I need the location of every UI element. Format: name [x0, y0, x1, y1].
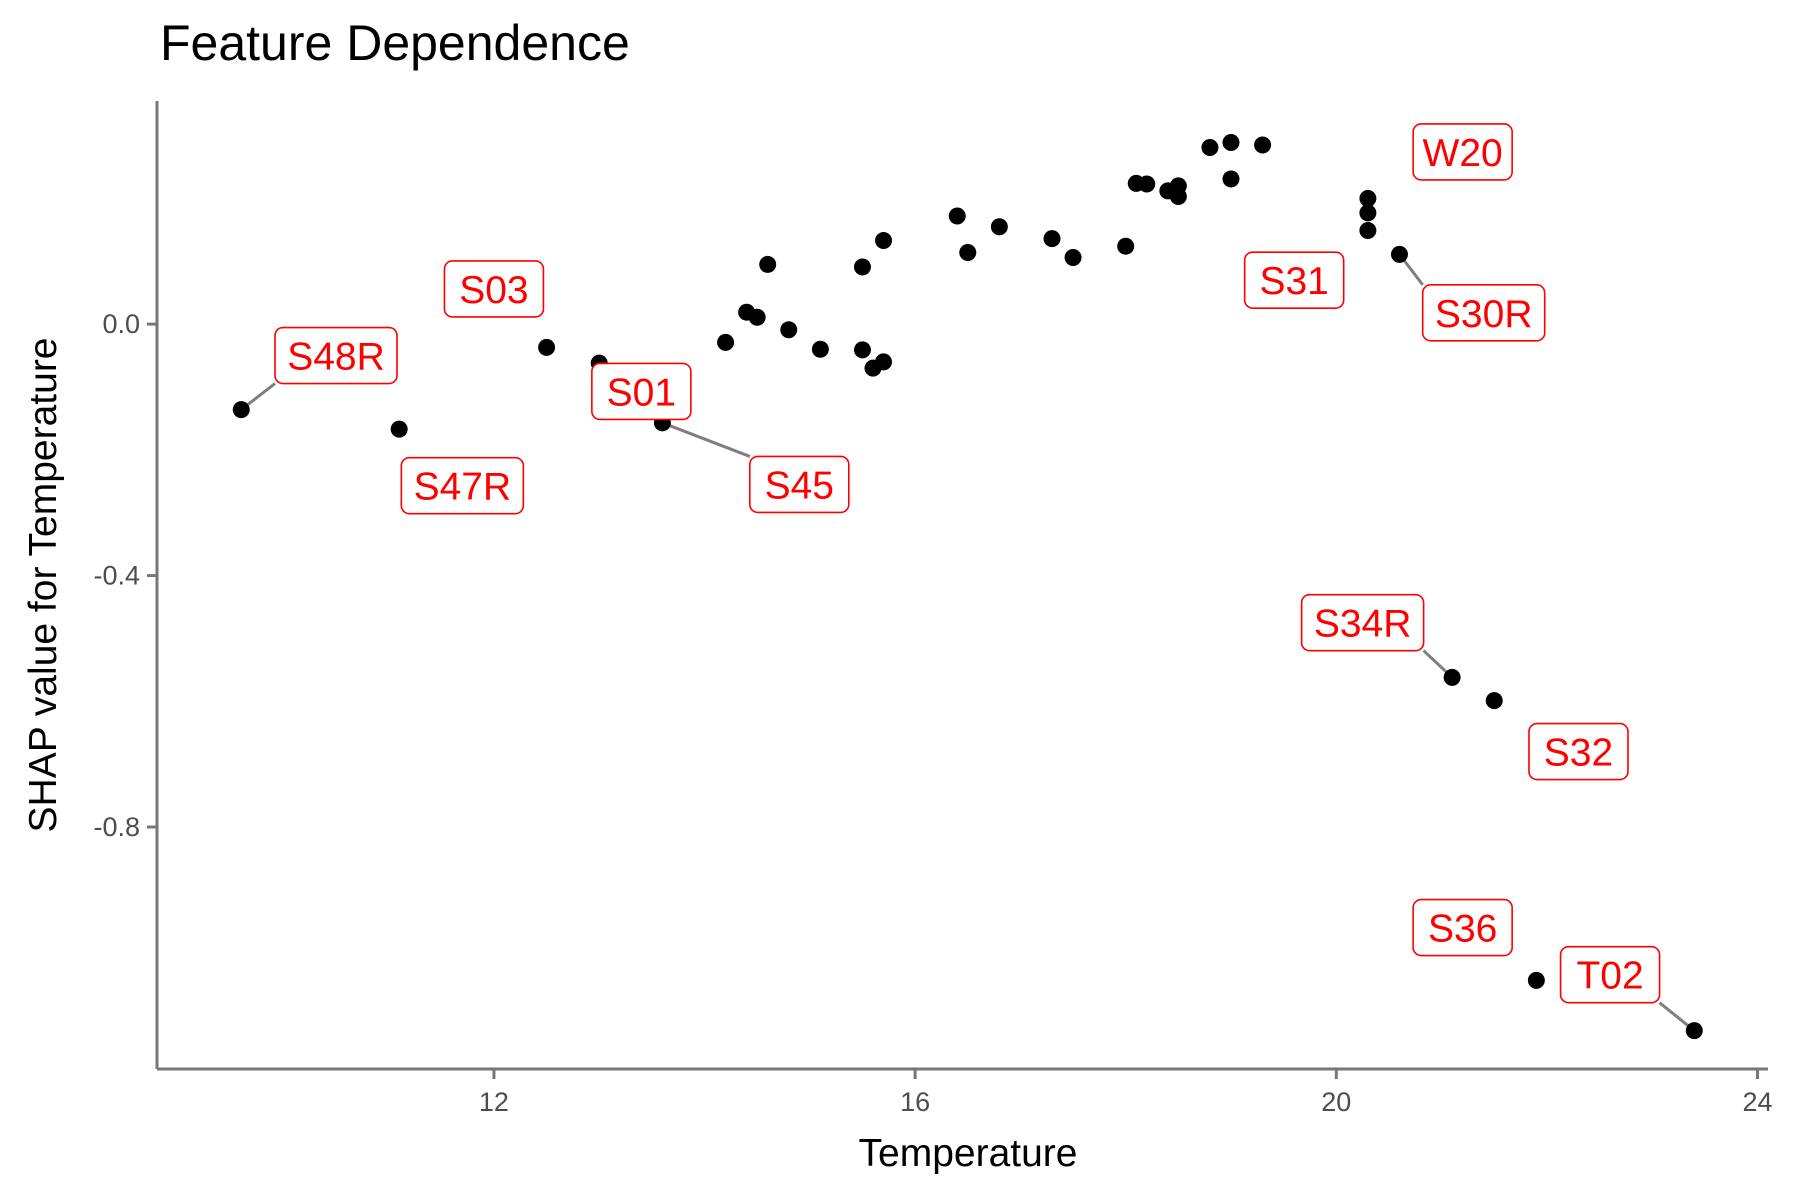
data-point	[948, 207, 966, 225]
label-box	[748, 455, 850, 514]
y-axis-title: SHAP value for Temperature	[22, 338, 65, 833]
data-point	[232, 401, 250, 419]
point-label: S36	[1428, 908, 1497, 951]
data-point	[538, 338, 556, 356]
point-label: S31	[1259, 260, 1328, 303]
data-point	[1201, 139, 1219, 157]
data-point	[1685, 1022, 1703, 1040]
data-point	[853, 341, 871, 359]
data-point	[959, 243, 977, 261]
data-point	[1117, 237, 1135, 255]
chart-title: Feature Dependence	[160, 15, 630, 71]
point-label: W20	[1423, 132, 1503, 175]
label-box	[400, 456, 525, 515]
data-point	[1527, 971, 1545, 989]
label-box	[1412, 123, 1513, 181]
data-point	[875, 353, 893, 371]
data-point	[1390, 245, 1408, 263]
data-point	[1254, 136, 1272, 154]
data-point	[990, 218, 1008, 236]
label-box	[1528, 722, 1629, 781]
point-label: S30R	[1435, 293, 1533, 336]
data-point	[853, 258, 871, 276]
plot-area: S48R S47R S03 S01 S45 S31 W20 S30R S34R S32 S36 T02	[232, 123, 1703, 1040]
point-label: S45	[765, 464, 834, 507]
data-point	[1169, 188, 1187, 206]
data-point	[1064, 249, 1082, 267]
data-point	[1138, 175, 1156, 193]
data-point	[759, 255, 777, 273]
point-label: S32	[1544, 732, 1613, 775]
data-point	[811, 340, 829, 358]
data-point	[390, 420, 408, 438]
label-box	[1300, 593, 1425, 652]
label-box	[1412, 898, 1513, 957]
label-box	[443, 260, 545, 318]
data-point	[748, 308, 766, 326]
data-point	[1359, 221, 1377, 239]
leader-line	[661, 421, 751, 458]
data-point	[1359, 204, 1377, 222]
label-box	[274, 326, 398, 385]
point-labels: S48R S47R S03 S01 S45 S31 W20 S30R S34R S32 S36 T02	[274, 123, 1661, 1004]
data-point	[1222, 170, 1240, 188]
x-tick-label: 24	[1742, 1087, 1772, 1117]
y-tick-label: 0.0	[102, 309, 140, 339]
y-axis-ticks: 0.0 -0.4 -0.8	[93, 309, 157, 842]
x-axis-ticks: 12 16 20 24	[479, 1069, 1772, 1117]
x-axis-title: Temperature	[859, 1132, 1078, 1175]
y-tick-label: -0.4	[93, 561, 140, 591]
label-box	[1421, 284, 1546, 342]
data-point	[875, 232, 893, 250]
data-point	[717, 333, 735, 351]
data-point	[1359, 189, 1377, 207]
label-box	[1559, 945, 1661, 1004]
data-point	[1222, 133, 1240, 151]
label-box	[1243, 251, 1345, 309]
point-label: S47R	[414, 466, 512, 509]
point-label: S01	[607, 371, 676, 414]
label-box	[591, 362, 692, 421]
data-point	[1043, 230, 1061, 248]
point-label: T02	[1576, 955, 1643, 998]
data-point	[1485, 692, 1503, 710]
x-tick-label: 12	[479, 1087, 509, 1117]
data-point	[1443, 668, 1461, 686]
point-label: S03	[459, 269, 528, 312]
point-label: S48R	[287, 336, 385, 379]
x-tick-label: 16	[900, 1087, 930, 1117]
data-point	[780, 321, 798, 339]
x-tick-label: 20	[1321, 1087, 1351, 1117]
y-tick-label: -0.8	[93, 812, 140, 842]
point-label: S34R	[1314, 603, 1412, 646]
